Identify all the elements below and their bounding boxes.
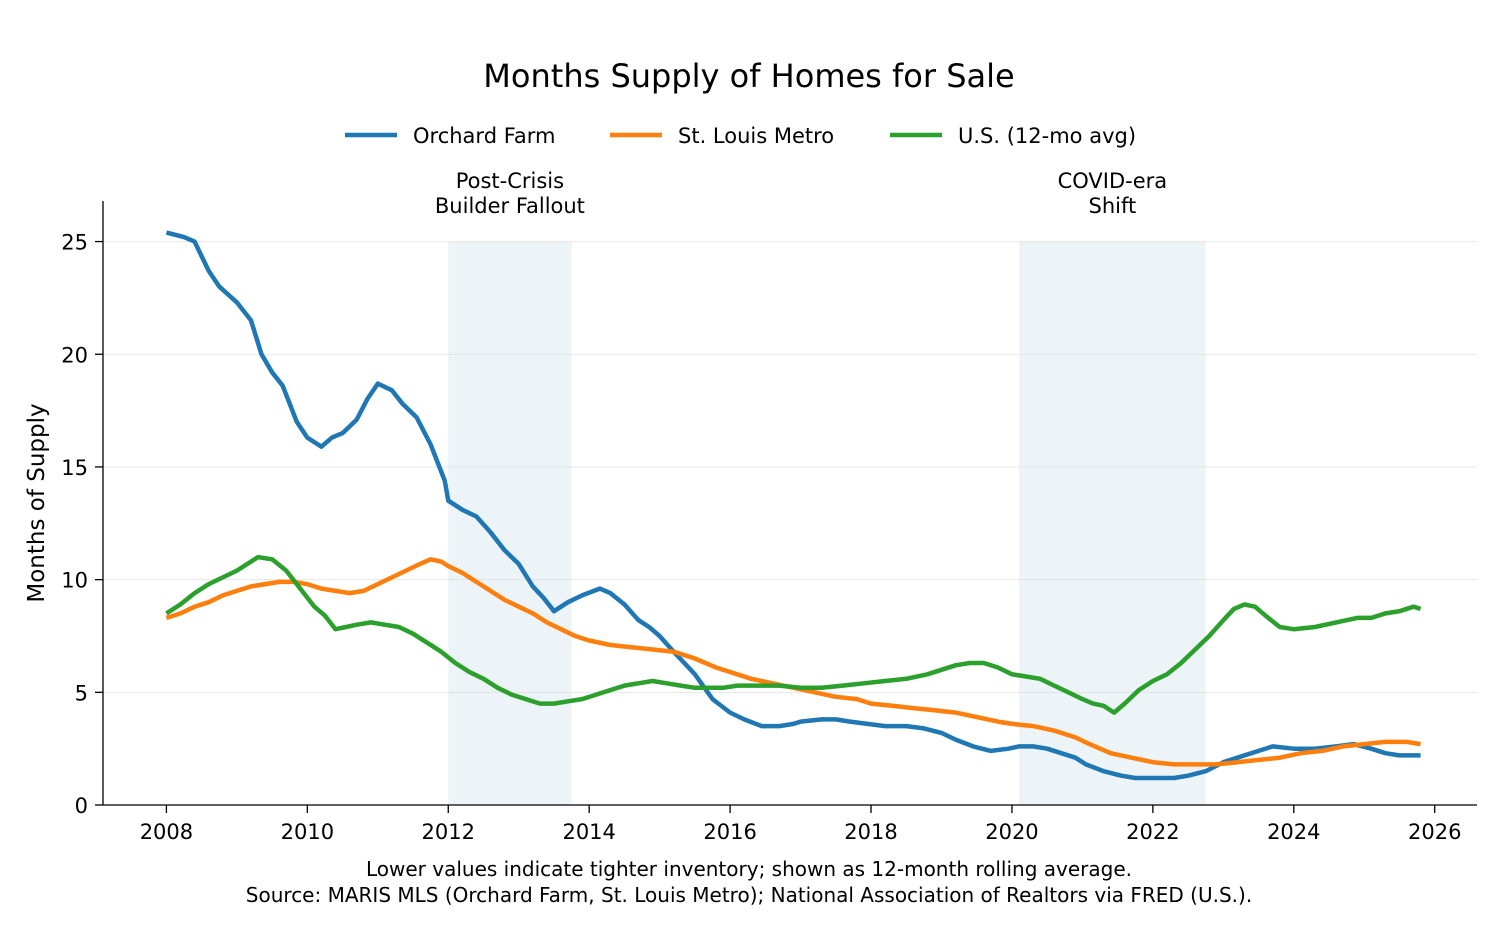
y-axis-ticks: 0 5 10 15 20 25 xyxy=(61,231,103,818)
x-tick-label: 2026 xyxy=(1408,820,1461,844)
y-tick-label: 10 xyxy=(61,569,88,593)
x-axis-ticks: 2008 2010 2012 2014 2016 2018 2020 2022 2024 2026 xyxy=(140,805,1461,844)
caption-note: Lower values indicate tighter inventory;… xyxy=(366,857,1132,881)
region-label-line: COVID-era xyxy=(1058,169,1168,193)
series-line-orchard-farm xyxy=(165,230,1421,781)
shaded-region-post-crisis xyxy=(448,241,572,806)
x-tick-label: 2020 xyxy=(985,820,1038,844)
x-tick-label: 2012 xyxy=(422,820,475,844)
x-tick-label: 2010 xyxy=(281,820,334,844)
y-tick-label: 20 xyxy=(61,343,88,367)
region-label-line: Builder Fallout xyxy=(435,194,585,218)
chart-legend: Orchard Farm St. Louis Metro U.S. (12-mo a… xyxy=(345,124,1136,148)
region-label-line: Shift xyxy=(1088,194,1136,218)
chart-title: Months Supply of Homes for Sale xyxy=(483,57,1014,95)
y-tick-label: 15 xyxy=(61,456,88,480)
x-tick-label: 2008 xyxy=(140,820,193,844)
shaded-region-covid-era xyxy=(1019,241,1206,806)
legend-label-u-s-12-mo-avg: U.S. (12-mo avg) xyxy=(958,124,1136,148)
y-tick-label: 25 xyxy=(61,231,88,255)
x-tick-label: 2024 xyxy=(1267,820,1320,844)
legend-label-st-louis-metro: St. Louis Metro xyxy=(678,124,834,148)
x-tick-label: 2022 xyxy=(1126,820,1179,844)
caption-source: Source: MARIS MLS (Orchard Farm, St. Lou… xyxy=(246,883,1252,907)
x-tick-label: 2014 xyxy=(562,820,615,844)
region-label-line: Post-Crisis xyxy=(456,169,564,193)
gridlines xyxy=(103,241,1477,693)
x-tick-label: 2016 xyxy=(703,820,756,844)
y-tick-label: 5 xyxy=(75,681,88,705)
series-line-st-louis-metro xyxy=(165,557,1421,767)
y-tick-label: 0 xyxy=(75,794,88,818)
series-lines xyxy=(165,230,1422,781)
y-axis-label: Months of Supply xyxy=(24,403,50,602)
legend-label-orchard-farm: Orchard Farm xyxy=(413,124,555,148)
shaded-regions xyxy=(448,241,1206,806)
series-line-u-s-12-mo-avg xyxy=(165,554,1422,715)
x-tick-label: 2018 xyxy=(844,820,897,844)
